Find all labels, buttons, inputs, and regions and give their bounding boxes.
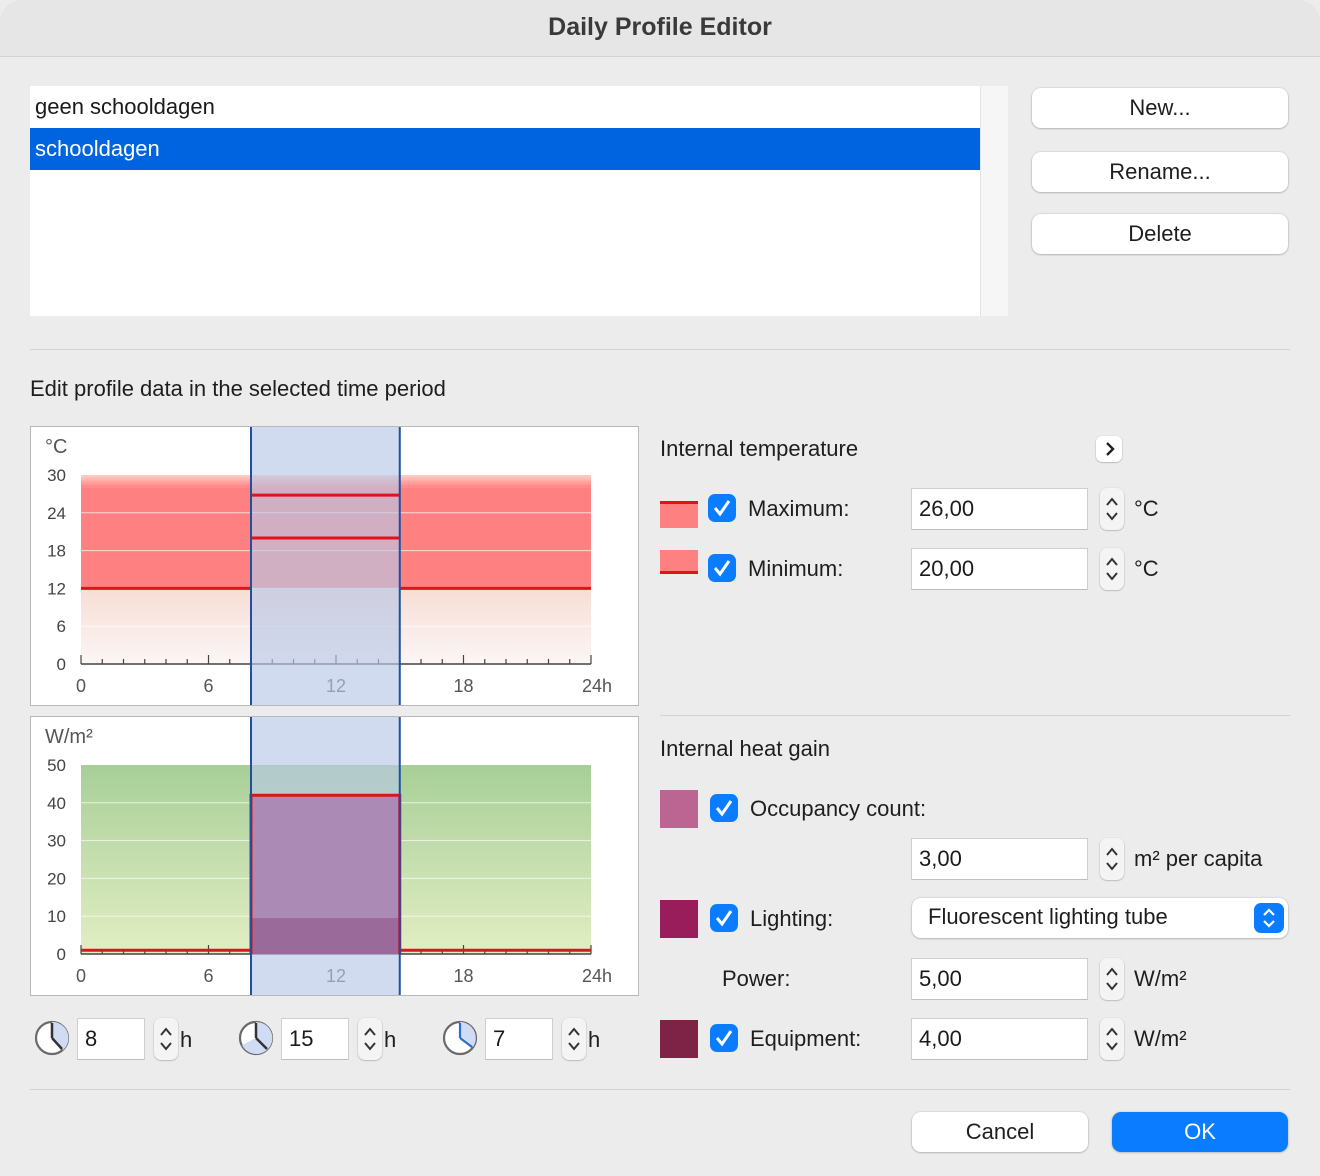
maximum-legend-icon [660,501,698,528]
minimum-unit: °C [1134,556,1159,581]
internal-temperature-title: Internal temperature [660,436,859,461]
equipment-unit: W/m² [1134,1026,1187,1051]
occupancy-label: Occupancy count: [750,796,927,821]
maximum-input[interactable]: 26,00 [911,488,1088,530]
cancel-button[interactable]: Cancel [912,1112,1088,1152]
divider [30,349,1290,350]
selection-equipment-bar [251,918,400,954]
lighting-color-swatch [660,900,698,938]
x-tick-label: 24h [582,676,612,696]
x-tick-label: 18 [453,966,473,986]
x-tick-label: 6 [203,966,213,986]
x-tick-label: 0 [76,676,86,696]
x-tick-label: 0 [76,966,86,986]
lighting-type-value: Fluorescent lighting tube [928,904,1168,929]
chevron-right-icon [1106,442,1115,456]
new-button[interactable]: New... [1032,88,1288,128]
start-hour-input[interactable]: 8 [77,1018,145,1060]
occupancy-checkbox[interactable] [710,794,738,822]
x-tick-label: 18 [453,676,473,696]
equipment-checkbox[interactable] [710,1024,738,1052]
checkmark-icon [713,500,731,517]
power-stepper[interactable] [1100,958,1124,1000]
edit-section-label: Edit profile data in the selected time p… [30,376,446,401]
occupancy-stepper[interactable] [1100,838,1124,880]
checkmark-icon [715,800,733,817]
window-title: Daily Profile Editor [0,0,1320,57]
y-tick-label: 30 [47,832,66,851]
power-label: Power: [722,966,791,991]
clock-start-icon [34,1020,70,1056]
internal-heat-gain-title: Internal heat gain [660,736,831,761]
y-tick-label: 50 [47,756,66,775]
y-tick-label: 12 [47,579,66,598]
equipment-input[interactable]: 4,00 [911,1018,1088,1060]
maximum-label: Maximum: [748,496,850,521]
equipment-stepper[interactable] [1100,1018,1124,1060]
selected-time-region [251,427,400,705]
lighting-checkbox[interactable] [710,904,738,932]
maximum-checkbox[interactable] [708,494,736,522]
checkmark-icon [713,560,731,577]
divider [660,715,1290,716]
start-hour-unit: h [180,1027,193,1052]
clock-duration-icon [442,1020,478,1056]
clock-end-icon [238,1020,274,1056]
equipment-label: Equipment: [750,1026,862,1051]
y-tick-label: 0 [57,945,66,964]
profile-list[interactable]: geen schooldagen schooldagen [30,86,980,316]
occupancy-unit: m² per capita [1134,846,1263,871]
rename-button[interactable]: Rename... [1032,152,1288,192]
end-hour-unit: h [384,1027,397,1052]
duration-stepper[interactable] [562,1018,586,1060]
delete-button[interactable]: Delete [1032,214,1288,254]
y-tick-label: 40 [47,794,66,813]
checkmark-icon [715,910,733,927]
y-tick-label: 24 [47,504,66,523]
power-unit: W/m² [1134,966,1187,991]
y-unit-label: W/m² [45,726,93,748]
x-tick-label: 24h [582,966,612,986]
y-tick-label: 30 [47,466,66,485]
minimum-label: Minimum: [748,556,844,581]
y-tick-label: 18 [47,542,66,561]
minimum-legend-icon [660,550,698,574]
duration-input[interactable]: 7 [485,1018,553,1060]
y-tick-label: 10 [47,907,66,926]
popup-arrows-icon [1254,903,1284,933]
duration-unit: h [588,1027,601,1052]
lighting-label: Lighting: [750,906,834,931]
power-input[interactable]: 5,00 [911,958,1088,1000]
checkmark-icon [715,1030,733,1047]
y-tick-label: 0 [57,655,66,674]
y-tick-label: 6 [57,617,66,636]
occupancy-input[interactable]: 3,00 [911,838,1088,880]
minimum-stepper[interactable] [1100,548,1124,590]
start-hour-stepper[interactable] [154,1018,178,1060]
x-tick-label: 6 [203,676,213,696]
maximum-stepper[interactable] [1100,488,1124,530]
divider [30,1089,1290,1090]
end-hour-input[interactable]: 15 [281,1018,349,1060]
end-hour-stepper[interactable] [358,1018,382,1060]
list-item-selected[interactable]: schooldagen [30,128,980,170]
list-scrollbar[interactable] [980,86,1008,316]
minimum-input[interactable]: 20,00 [911,548,1088,590]
occupancy-color-swatch [660,790,698,828]
ok-button[interactable]: OK [1112,1112,1288,1152]
expand-temperature-button[interactable] [1096,436,1122,462]
y-unit-label: °C [45,436,67,458]
y-tick-label: 20 [47,869,66,888]
list-item[interactable]: geen schooldagen [35,94,215,119]
minimum-checkbox[interactable] [708,554,736,582]
lighting-type-popup[interactable]: Fluorescent lighting tube [912,898,1288,938]
maximum-unit: °C [1134,496,1159,521]
equipment-color-swatch [660,1020,698,1058]
